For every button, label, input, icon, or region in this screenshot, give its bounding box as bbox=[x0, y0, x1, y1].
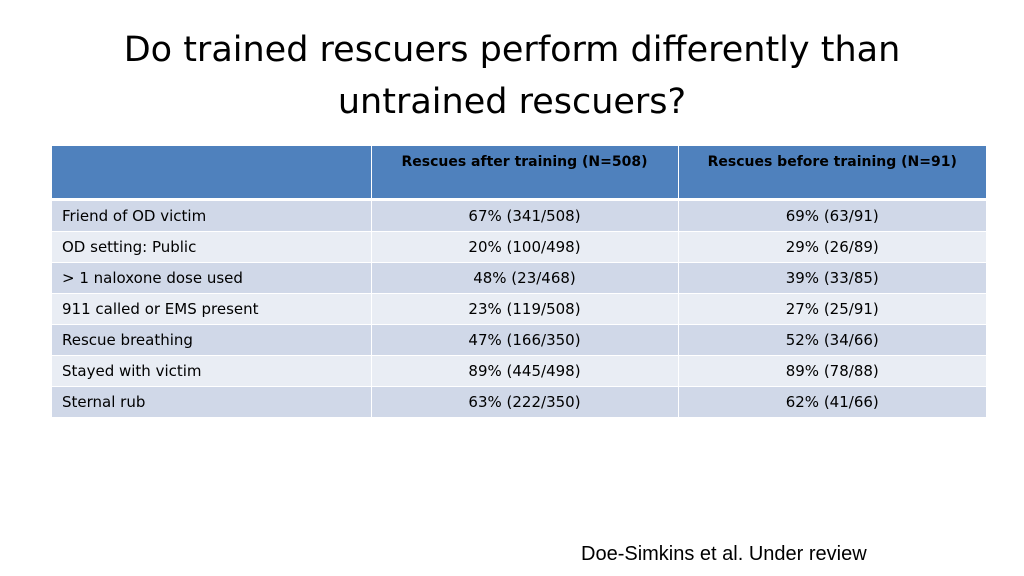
slide-title-line-1: Do trained rescuers perform differently … bbox=[123, 30, 901, 70]
slide-title: Do trained rescuers perform differently … bbox=[100, 24, 924, 128]
before-training-value: 69% (63/91) bbox=[678, 199, 986, 232]
row-label: Friend of OD victim bbox=[52, 199, 372, 232]
slide-title-line-2: untrained rescuers? bbox=[337, 82, 687, 122]
after-training-value: 23% (119/508) bbox=[371, 293, 679, 325]
row-label: > 1 naloxone dose used bbox=[52, 262, 372, 294]
citation: Doe-Simkins et al. Under review bbox=[581, 543, 867, 565]
header-before-training-label: Rescues before training (N=91) bbox=[707, 154, 957, 170]
table-body: Friend of OD victim 67% (341/508) 69% (6… bbox=[52, 199, 986, 418]
row-label: Sternal rub bbox=[52, 386, 372, 418]
after-training-value: 89% (445/498) bbox=[371, 355, 679, 387]
after-training-value: 67% (341/508) bbox=[371, 199, 679, 232]
after-training-value: 47% (166/350) bbox=[371, 324, 679, 356]
table-header-row: Rescues after training (N=508) Rescues b… bbox=[52, 146, 986, 201]
row-label: Stayed with victim bbox=[52, 355, 372, 387]
before-training-value: 39% (33/85) bbox=[678, 262, 986, 294]
after-training-value: 20% (100/498) bbox=[371, 231, 679, 263]
header-cell-after-training: Rescues after training (N=508) bbox=[371, 146, 679, 201]
table-row: Stayed with victim 89% (445/498) 89% (78… bbox=[52, 355, 986, 387]
table-row: Friend of OD victim 67% (341/508) 69% (6… bbox=[52, 199, 986, 232]
header-cell-empty bbox=[52, 146, 372, 201]
row-label: OD setting: Public bbox=[52, 231, 372, 263]
table-row: Sternal rub 63% (222/350) 62% (41/66) bbox=[52, 386, 986, 418]
comparison-table: Rescues after training (N=508) Rescues b… bbox=[52, 146, 986, 418]
before-training-value: 27% (25/91) bbox=[678, 293, 986, 325]
before-training-value: 29% (26/89) bbox=[678, 231, 986, 263]
table-header: Rescues after training (N=508) Rescues b… bbox=[52, 146, 986, 201]
before-training-value: 89% (78/88) bbox=[678, 355, 986, 387]
row-label: 911 called or EMS present bbox=[52, 293, 372, 325]
table-row: OD setting: Public 20% (100/498) 29% (26… bbox=[52, 231, 986, 263]
header-cell-before-training: Rescues before training (N=91) bbox=[678, 146, 986, 201]
row-label: Rescue breathing bbox=[52, 324, 372, 356]
before-training-value: 52% (34/66) bbox=[678, 324, 986, 356]
before-training-value: 62% (41/66) bbox=[678, 386, 986, 418]
table-row: 911 called or EMS present 23% (119/508) … bbox=[52, 293, 986, 325]
table-row: Rescue breathing 47% (166/350) 52% (34/6… bbox=[52, 324, 986, 356]
after-training-value: 63% (222/350) bbox=[371, 386, 679, 418]
after-training-value: 48% (23/468) bbox=[371, 262, 679, 294]
header-after-training-label: Rescues after training (N=508) bbox=[401, 154, 648, 170]
table-row: > 1 naloxone dose used 48% (23/468) 39% … bbox=[52, 262, 986, 294]
